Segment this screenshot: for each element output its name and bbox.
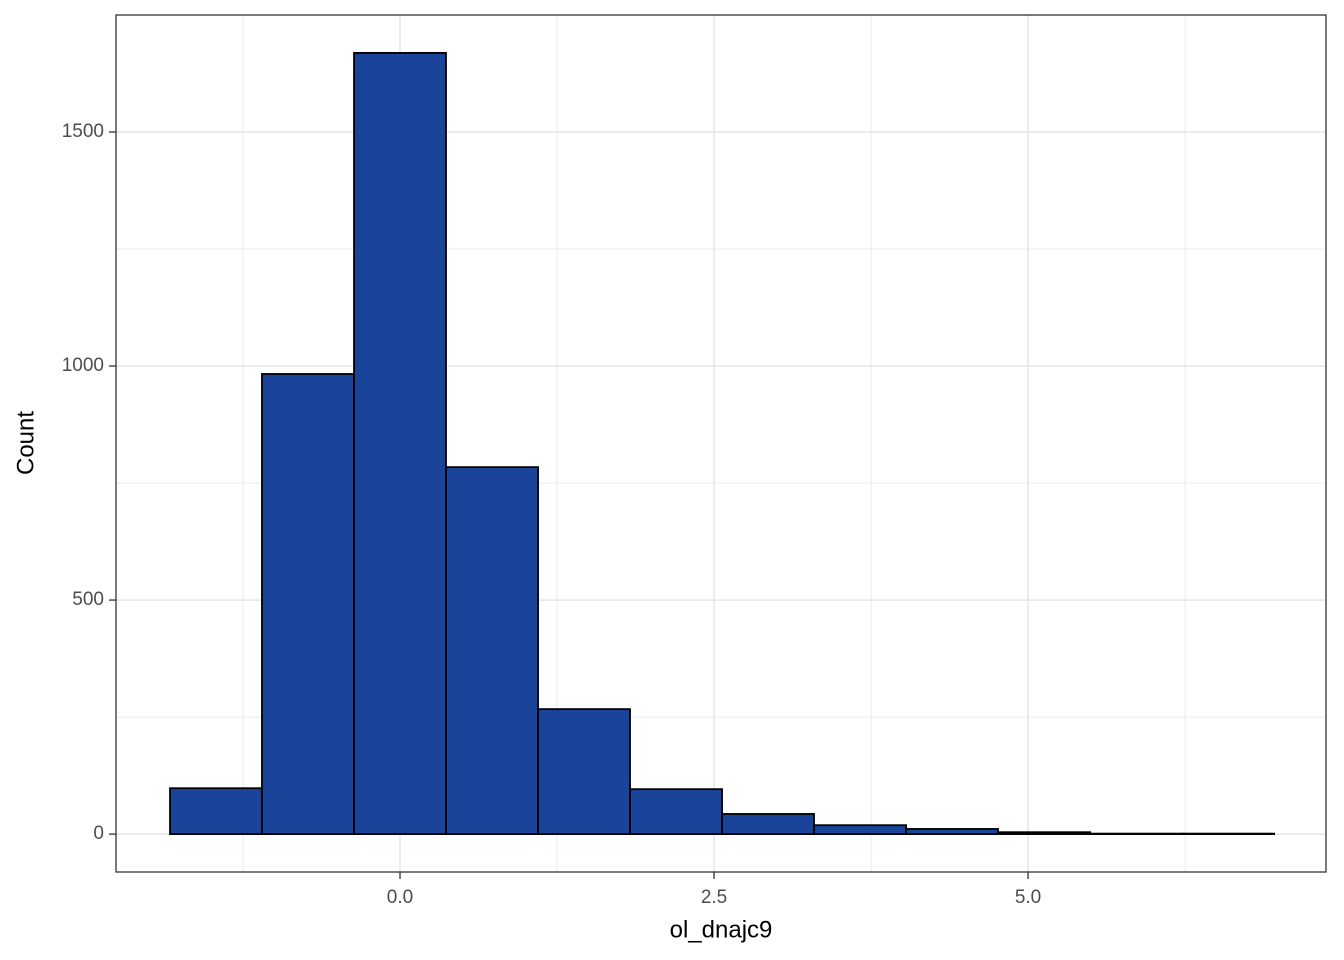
y-axis-title: Count [12, 411, 39, 475]
y-tick-label: 1000 [62, 355, 104, 376]
bar [445, 466, 539, 835]
y-tick-label: 0 [93, 823, 104, 844]
bar [813, 824, 907, 835]
bar [997, 831, 1092, 835]
bar [169, 787, 263, 835]
x-tick-label: 0.0 [387, 887, 413, 908]
bar [905, 828, 999, 835]
x-axis-title: ol_dnajc9 [670, 916, 773, 943]
bar [629, 788, 723, 835]
axes: 0.0 2.5 5.0 0 500 1000 1500 [62, 121, 1042, 908]
bar [261, 373, 355, 835]
x-tick-label: 2.5 [701, 887, 727, 908]
panel-border [115, 14, 1327, 873]
y-tick-label: 1500 [62, 121, 104, 142]
bars [169, 52, 1276, 835]
bar [721, 813, 815, 835]
bar [537, 708, 631, 835]
y-tick-label: 500 [72, 589, 104, 610]
x-tick-label: 5.0 [1015, 887, 1041, 908]
bar [353, 52, 447, 835]
